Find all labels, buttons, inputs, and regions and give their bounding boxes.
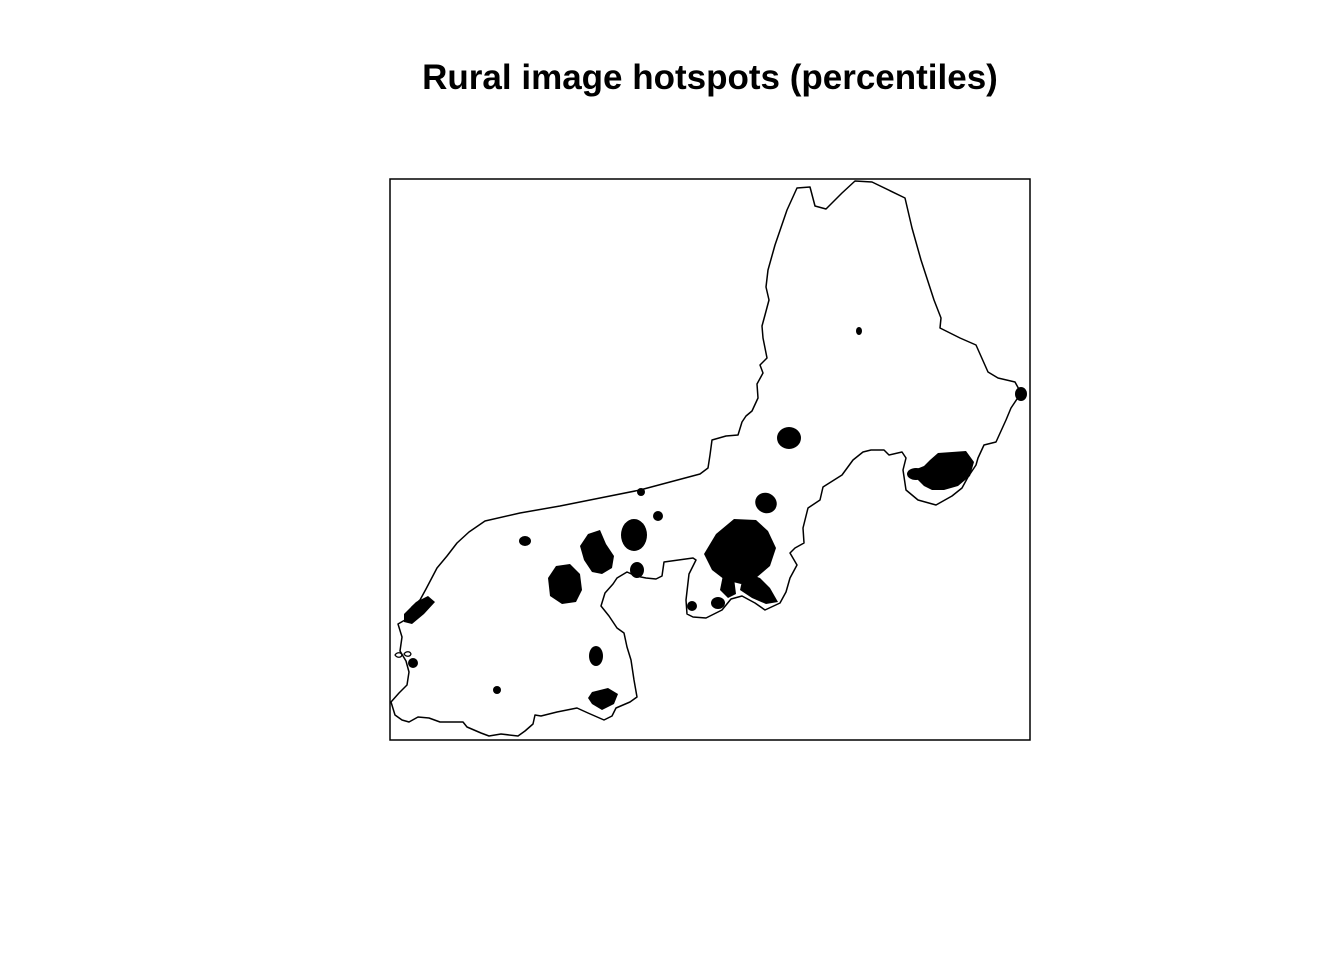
hotspot <box>589 646 603 666</box>
hotspot <box>907 468 925 480</box>
hotspot <box>621 519 647 551</box>
hotspot <box>580 530 614 574</box>
hotspot <box>637 488 645 496</box>
island-outline <box>403 651 412 657</box>
hotspot <box>1015 387 1027 401</box>
map-frame <box>389 178 1031 741</box>
hotspot <box>755 492 777 514</box>
hotspot <box>653 511 663 521</box>
hotspot-layer <box>404 327 1027 710</box>
hotspot <box>704 519 776 584</box>
hotspot <box>630 562 644 578</box>
island-outline <box>394 652 403 658</box>
hotspot <box>408 658 418 668</box>
hotspot <box>914 451 974 490</box>
hotspot <box>777 427 801 449</box>
hotspot <box>519 536 531 546</box>
hotspot <box>687 601 697 611</box>
hotspot <box>720 570 736 598</box>
hotspot <box>711 597 725 609</box>
hotspot <box>740 572 778 604</box>
map-title: Rural image hotspots (percentiles) <box>422 58 998 97</box>
hotspot <box>493 686 501 694</box>
region-boundary <box>390 180 1022 737</box>
hotspot <box>404 596 435 624</box>
hotspot <box>588 688 618 710</box>
hotspot <box>548 564 582 604</box>
hotspot <box>856 327 862 335</box>
